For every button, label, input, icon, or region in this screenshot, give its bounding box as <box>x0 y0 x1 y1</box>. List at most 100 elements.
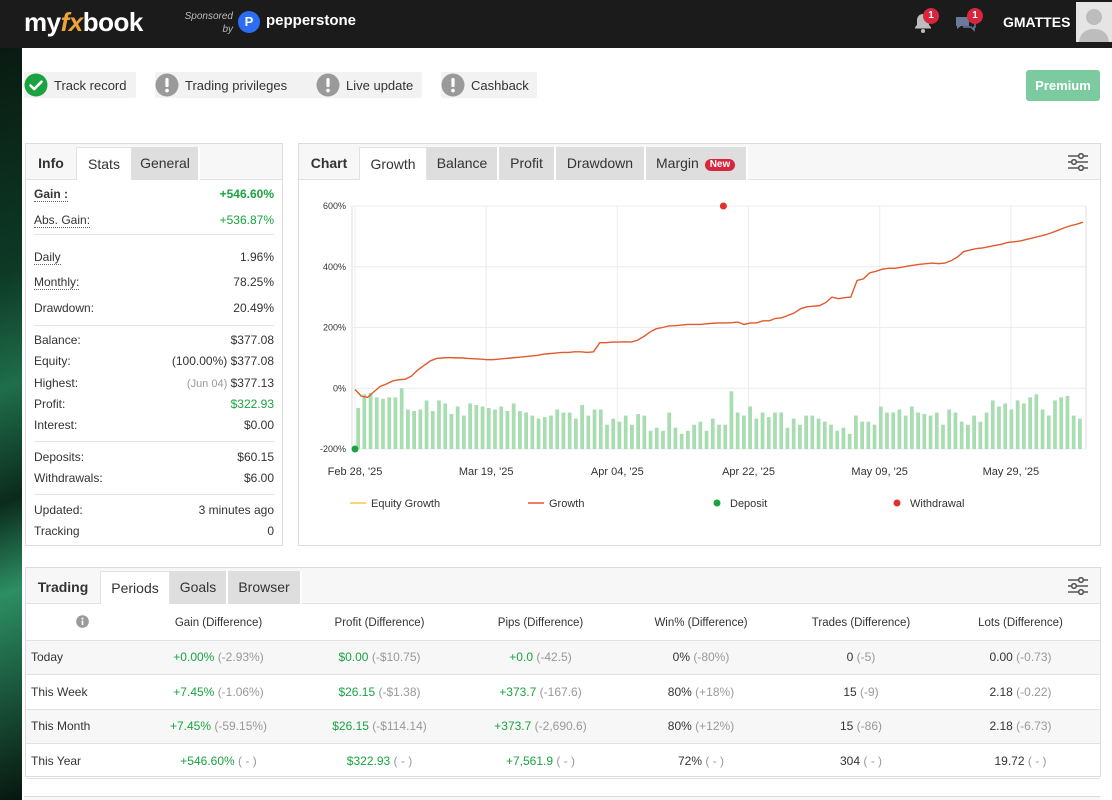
sliders-icon[interactable] <box>1067 152 1089 172</box>
daily-bar <box>941 424 945 449</box>
daily-bar <box>972 415 976 449</box>
daily-bar <box>530 415 535 449</box>
y-tick-label: 400% <box>323 262 346 272</box>
daily-bar <box>847 433 852 449</box>
daily-bar <box>835 430 840 449</box>
column-header: Gain (Difference) <box>138 606 299 641</box>
tab-general[interactable]: General <box>132 147 200 180</box>
trading-privileges-badge[interactable]: Trading privileges <box>155 72 319 98</box>
messages-icon[interactable]: 1 <box>954 8 983 34</box>
x-tick-label: Mar 19, '25 <box>459 466 514 478</box>
cell-difference: (-$114.14) <box>372 719 427 734</box>
stat-label[interactable]: Abs. Gain: <box>34 213 91 228</box>
daily-bar <box>630 424 634 449</box>
daily-bar <box>1078 418 1082 449</box>
cashback-badge[interactable]: Cashback <box>441 72 537 98</box>
cell-difference: (-9) <box>860 684 879 699</box>
pepperstone-logo-icon[interactable]: P <box>238 11 260 33</box>
stat-value-main: $322.93 <box>230 397 274 411</box>
daily-bar <box>673 427 678 449</box>
stat-label: Updated: <box>34 503 83 517</box>
daily-bar <box>368 392 373 449</box>
stat-label: Balance: <box>34 333 81 347</box>
divider <box>34 325 274 326</box>
daily-bar <box>791 418 796 449</box>
live-update-badge[interactable]: Live update <box>316 72 422 98</box>
table-cell: 0% (-80%) <box>621 640 781 675</box>
daily-bar <box>1022 403 1026 449</box>
daily-bar <box>679 433 684 449</box>
cell-value: +546.60% <box>180 753 235 768</box>
daily-bar <box>723 424 728 449</box>
stat-label[interactable]: Monthly: <box>34 275 80 290</box>
stat-label[interactable]: Gain : <box>34 187 69 202</box>
stat-label: Equity: <box>34 354 71 368</box>
stat-row: Highest: (Jun 04) $377.13 <box>34 376 274 396</box>
x-tick-label: Apr 04, '25 <box>591 466 644 478</box>
daily-bar <box>611 418 616 449</box>
stat-value: $377.08 <box>231 333 274 347</box>
stat-value: $60.15 <box>237 450 274 464</box>
username[interactable]: GMATTES <box>1003 14 1071 30</box>
table-cell: 2.18 (-6.73) <box>941 709 1100 744</box>
tab-periods[interactable]: Periods <box>100 571 170 604</box>
daily-bar <box>505 411 510 449</box>
daily-bar <box>393 397 398 449</box>
stat-label[interactable]: Daily <box>34 250 61 265</box>
sliders-icon[interactable] <box>1067 576 1089 596</box>
exclamation-circle-icon <box>316 73 340 97</box>
daily-bar <box>654 427 659 449</box>
cell-difference: ( - ) <box>1027 753 1047 768</box>
next-panel-edge <box>24 796 1100 800</box>
daily-bar <box>854 415 858 449</box>
period-label: This Week <box>26 674 138 710</box>
tab-stats[interactable]: Stats <box>76 147 132 180</box>
sponsored-label: Sponsored by <box>184 11 233 35</box>
cell-value: 72% <box>677 753 703 768</box>
daily-bar <box>779 412 784 449</box>
daily-bar <box>648 430 653 449</box>
tab-growth[interactable]: Growth <box>359 147 427 180</box>
stat-value-main: 1.96% <box>239 250 274 264</box>
notifications-count-badge: 1 <box>923 8 939 24</box>
tab-goals[interactable]: Goals <box>170 571 228 604</box>
daily-bar <box>412 411 416 449</box>
tab-info[interactable]: Info <box>38 155 64 171</box>
cell-difference: (-6.73) <box>1016 719 1052 734</box>
tab-drawdown[interactable]: Drawdown <box>556 147 646 180</box>
daily-bar <box>829 424 833 449</box>
tab-margin[interactable]: Margin New <box>646 147 748 180</box>
tab-trading[interactable]: Trading <box>37 579 89 595</box>
daily-bar <box>561 412 566 449</box>
badge-label: Trading privileges <box>185 77 288 93</box>
table-header-row: Gain (Difference) Profit (Difference) Pi… <box>26 606 1100 641</box>
myfxbook-logo[interactable]: myfxbook <box>24 7 143 37</box>
daily-bar <box>953 412 958 449</box>
tab-profit[interactable]: Profit <box>499 147 556 180</box>
premium-button[interactable]: Premium <box>1026 70 1100 101</box>
stat-value: +546.60% <box>220 187 274 201</box>
column-header: Win% (Difference) <box>621 606 781 641</box>
cell-value: 80% <box>667 684 692 699</box>
growth-chart: 600% 400% 200% 0% -200% Feb 28, '25 Mar 19, '2… <box>320 201 1087 510</box>
table-cell: +0.0 (-42.5) <box>460 640 621 675</box>
notifications-bell-icon[interactable]: 1 <box>912 8 939 34</box>
cell-value: +7.45% <box>173 684 215 699</box>
table-cell: 304 ( - ) <box>781 743 941 779</box>
tab-browser[interactable]: Browser <box>228 571 302 604</box>
tab-chart[interactable]: Chart <box>310 155 348 171</box>
tab-balance[interactable]: Balance <box>427 147 499 180</box>
daily-bar <box>804 415 808 449</box>
table-row: This Month +7.45% (-59.15%) $26.15 (-$114.… <box>26 709 1100 744</box>
avatar[interactable] <box>1076 2 1112 42</box>
cell-value: 80% <box>667 719 692 734</box>
info-icon[interactable] <box>26 606 138 641</box>
cell-difference: (+18%) <box>695 684 735 699</box>
daily-bar <box>437 400 441 449</box>
stat-label: Highest: <box>34 376 79 390</box>
track-record-badge[interactable]: Track record <box>24 72 136 98</box>
sponsor-name[interactable]: pepperstone <box>266 12 357 29</box>
stat-label: Tracking <box>34 524 80 538</box>
daily-bar <box>798 424 802 449</box>
cell-value: 15 <box>843 684 857 699</box>
